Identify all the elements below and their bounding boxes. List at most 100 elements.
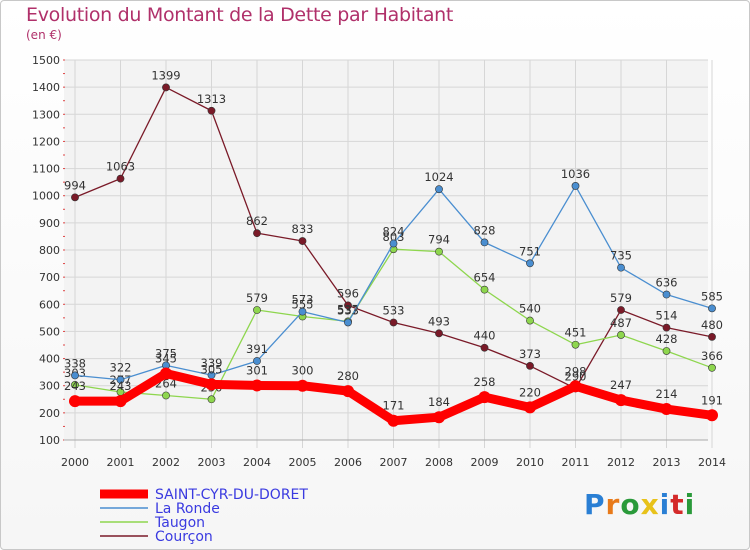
data-label: 1024 [424, 170, 453, 184]
y-tick-label: 1500 [32, 54, 60, 67]
data-point [660, 403, 673, 416]
data-label: 555 [292, 298, 314, 312]
data-label: 487 [610, 316, 632, 330]
data-point [480, 343, 489, 352]
data-label: 345 [155, 352, 177, 366]
data-point [298, 307, 307, 316]
data-label: 533 [337, 303, 359, 317]
logo-letter: P [584, 488, 606, 521]
logo-letter: x [640, 488, 660, 521]
x-tick-label: 2012 [607, 456, 635, 469]
proxiti-logo: Proxiti [584, 488, 695, 521]
data-label: 540 [519, 302, 541, 316]
data-point [253, 306, 261, 314]
data-point [526, 259, 534, 268]
legend-label: La Ronde [155, 501, 220, 517]
data-label: 300 [292, 364, 314, 378]
data-point [114, 395, 127, 408]
data-label: 803 [383, 230, 405, 244]
data-label: 824 [383, 224, 405, 238]
chart-title: Evolution du Montant de la Dette par Hab… [26, 4, 454, 26]
logo-letter: r [605, 488, 621, 521]
data-point [116, 174, 125, 183]
data-point [708, 332, 716, 341]
series-la-ronde: 338 322 375 339 391 573 533 824 1024 828 751 1036 73… [64, 167, 723, 384]
x-tick-label: 2009 [471, 456, 499, 469]
x-tick-label: 2003 [198, 456, 226, 469]
data-point [344, 318, 352, 327]
data-point [615, 394, 627, 407]
data-label: 339 [201, 356, 223, 370]
x-tick-label: 2001 [107, 456, 135, 469]
data-label: 191 [701, 393, 723, 407]
x-tick-label: 2008 [425, 456, 453, 469]
data-label: 1313 [197, 92, 226, 106]
data-label: 171 [383, 399, 405, 413]
data-label: 751 [519, 244, 541, 258]
data-point [480, 238, 489, 247]
data-point [662, 290, 671, 299]
chart-subtitle: (en €) [26, 28, 62, 42]
y-tick-label: 500 [39, 325, 60, 338]
data-point [435, 185, 443, 194]
data-label: 1399 [151, 68, 180, 82]
data-point [478, 391, 491, 404]
data-point [433, 411, 445, 424]
y-tick-label: 1100 [32, 163, 60, 176]
y-tick-label: 100 [39, 434, 60, 447]
data-label: 828 [474, 223, 496, 237]
y-tick-label: 1000 [32, 190, 60, 203]
x-tick-label: 2010 [516, 456, 544, 469]
data-label: 493 [428, 314, 450, 328]
data-point [342, 385, 354, 398]
data-label: 298 [565, 364, 587, 378]
x-tick-label: 2011 [562, 456, 590, 469]
data-point [662, 347, 671, 355]
data-label: 596 [337, 286, 359, 300]
data-label: 440 [474, 329, 496, 343]
data-point [387, 414, 400, 427]
x-tick-label: 2002 [152, 456, 180, 469]
y-tick-label: 200 [39, 407, 60, 420]
data-point [344, 301, 352, 310]
data-label: 214 [656, 387, 678, 401]
data-label: 391 [246, 342, 268, 356]
data-point [524, 401, 536, 414]
data-point [389, 318, 398, 327]
data-label: 585 [701, 289, 723, 303]
data-point [253, 229, 261, 238]
data-label: 514 [656, 309, 678, 323]
y-tick-label: 1400 [32, 81, 60, 94]
data-label: 428 [656, 332, 678, 346]
data-point [71, 380, 79, 389]
data-label: 994 [64, 178, 86, 192]
data-point [298, 237, 307, 245]
data-point [207, 395, 216, 404]
logo-letter: i [659, 488, 671, 521]
data-label: 1036 [561, 167, 590, 181]
data-label: 280 [337, 369, 359, 383]
data-label: 579 [610, 291, 632, 305]
data-label: 243 [64, 379, 86, 393]
y-tick-label: 800 [39, 244, 60, 257]
data-label: 636 [656, 276, 678, 290]
data-label: 1063 [106, 160, 135, 174]
x-tick-label: 2007 [380, 456, 408, 469]
data-point [162, 391, 170, 400]
x-tick-label: 2004 [243, 456, 271, 469]
data-label: 794 [428, 233, 450, 247]
y-tick-label: 1300 [32, 108, 60, 121]
logo-letter: i [684, 488, 696, 521]
data-point [251, 379, 263, 392]
y-tick-label: 300 [39, 380, 60, 393]
y-tick-label: 700 [39, 271, 60, 284]
data-point [480, 285, 489, 294]
y-tick-label: 900 [39, 217, 60, 230]
data-point [662, 323, 671, 332]
x-tick-label: 2013 [653, 456, 681, 469]
legend-label: Courçon [155, 529, 213, 545]
data-point [205, 378, 218, 391]
data-label: 301 [246, 363, 268, 377]
data-point [296, 379, 309, 392]
x-tick-label: 2000 [61, 456, 89, 469]
